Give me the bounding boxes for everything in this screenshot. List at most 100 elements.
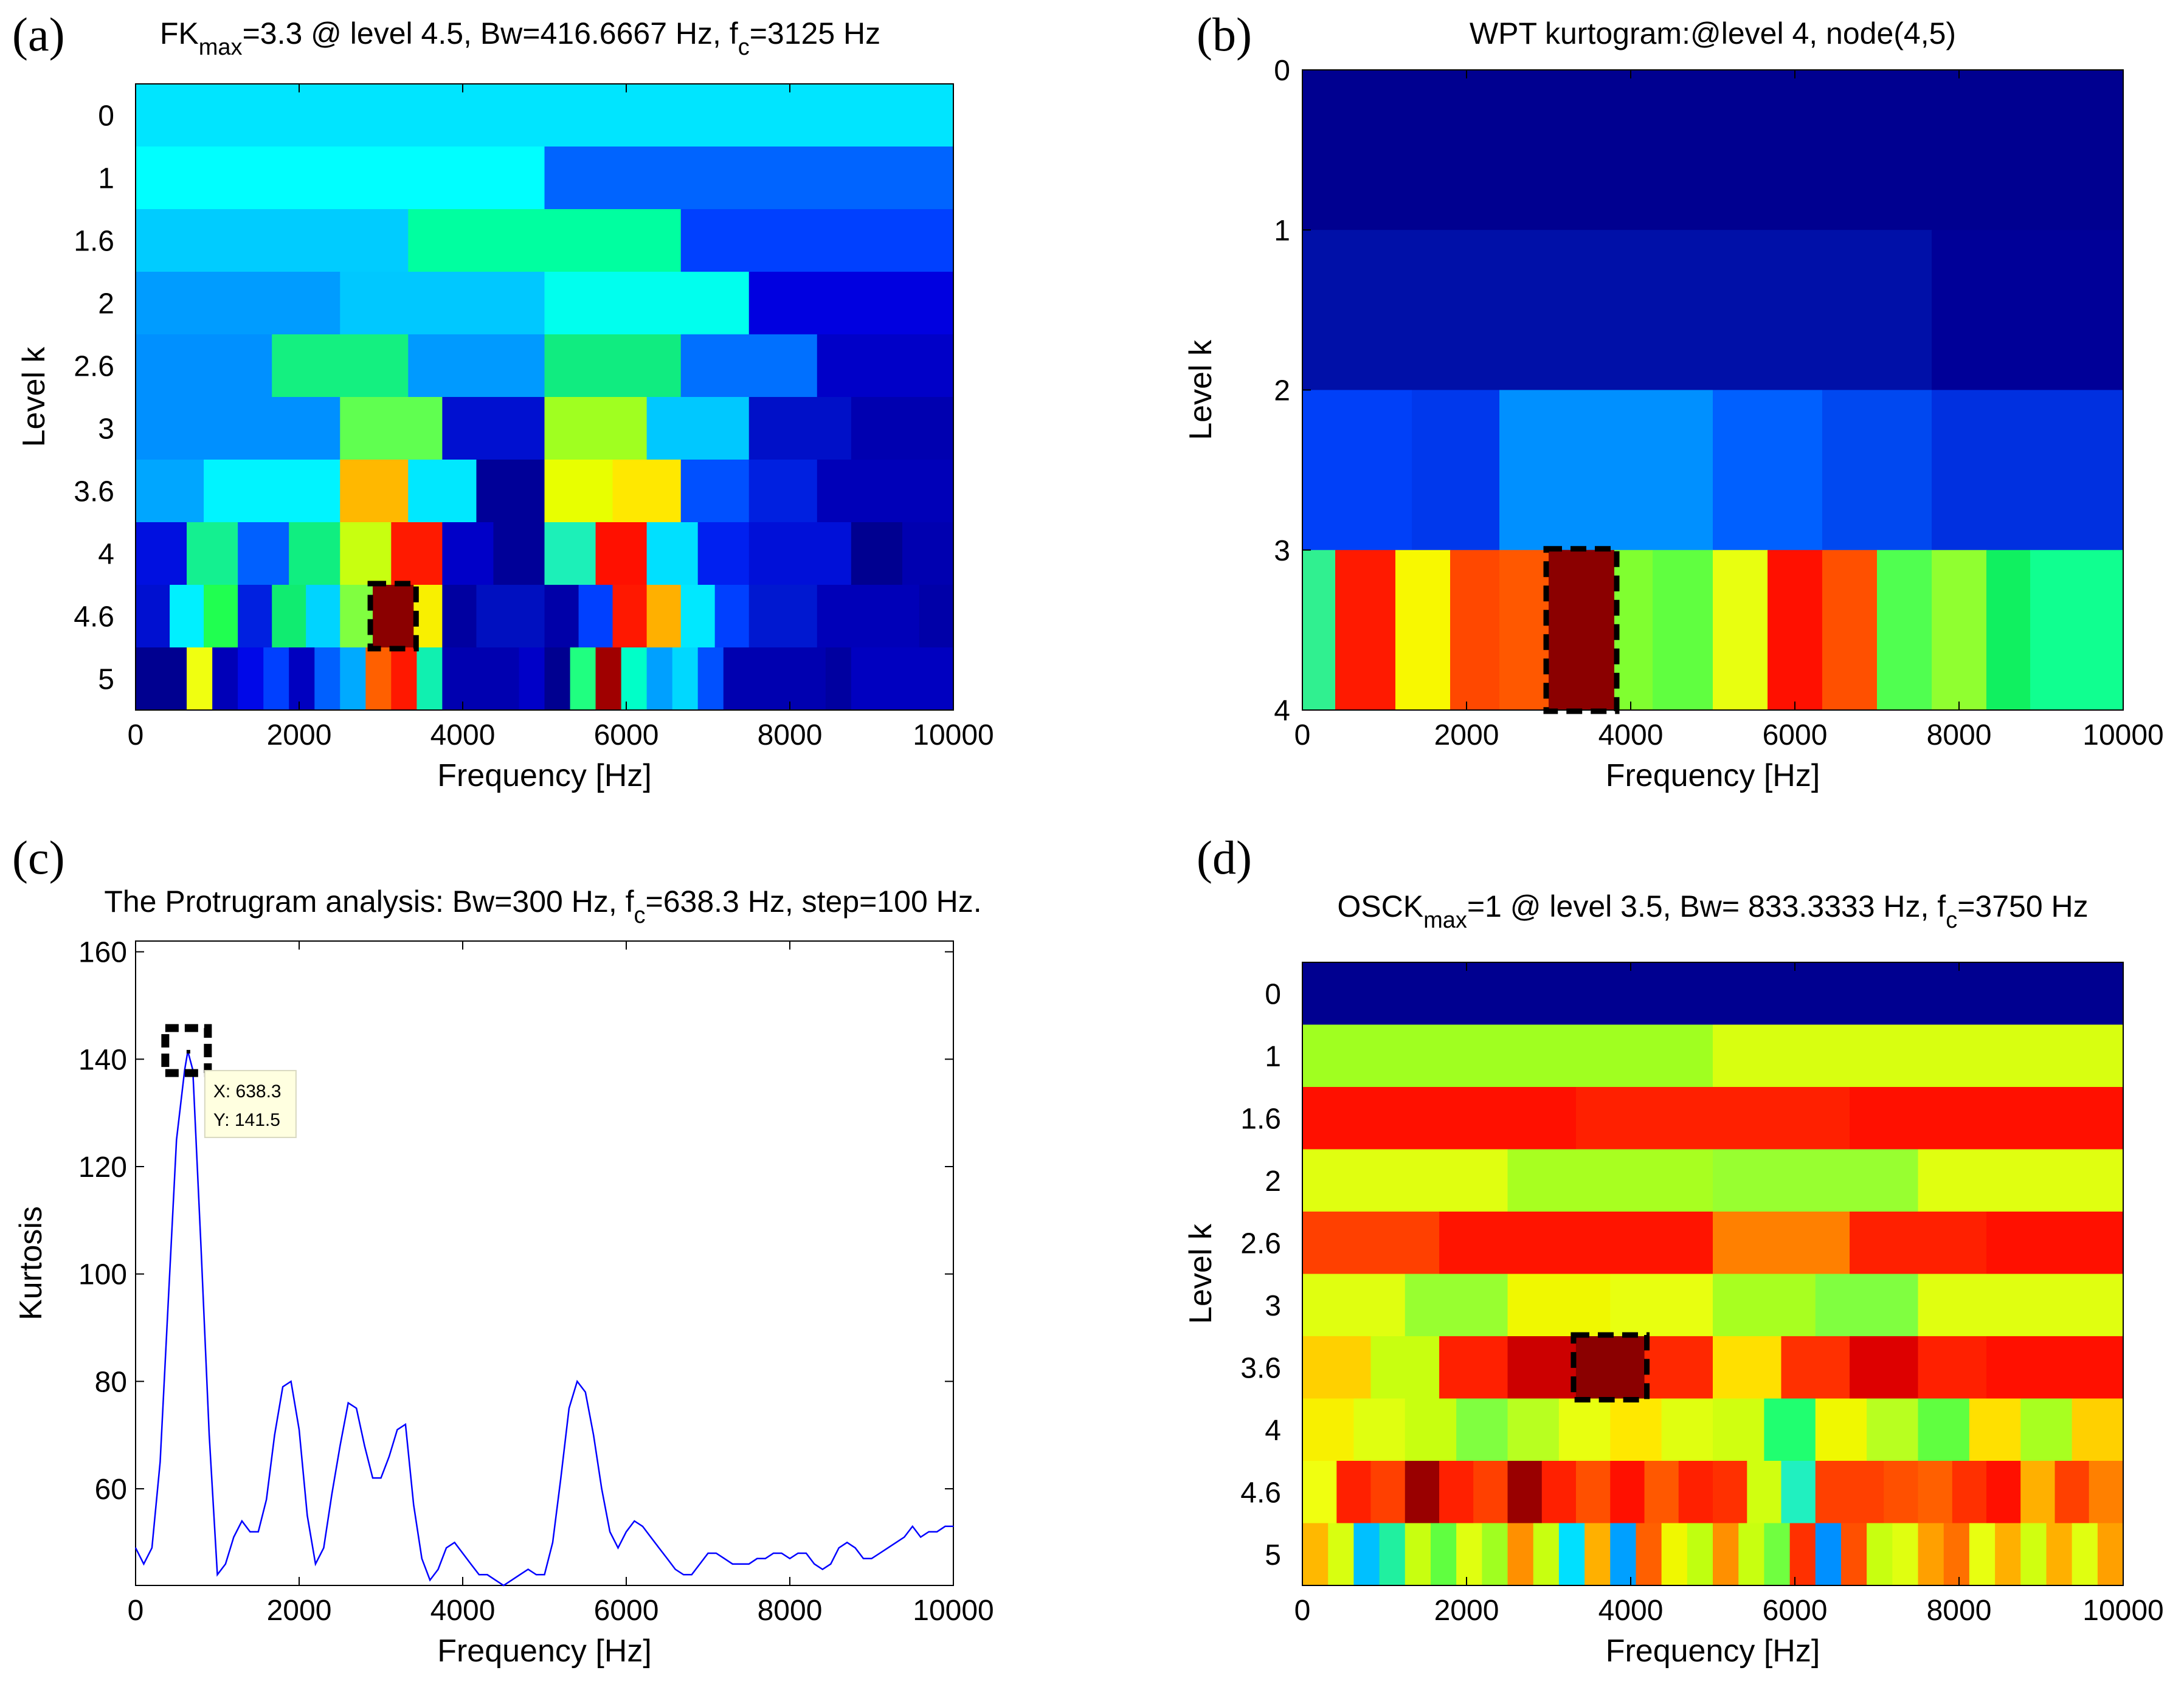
heatmap-cell [1336, 1461, 1372, 1524]
heatmap-cell [621, 647, 648, 711]
data-point [666, 1558, 668, 1559]
heatmap-cell [1507, 1149, 1713, 1212]
heatmap-cell [1439, 1212, 1713, 1275]
heatmap-cell [544, 334, 682, 398]
heatmap-cell [306, 585, 340, 648]
data-point [650, 1536, 652, 1538]
data-point [389, 1456, 390, 1457]
heatmap-cell [612, 460, 682, 523]
selection-marker [367, 581, 419, 652]
heatmap-cell [1789, 1523, 1816, 1586]
selection-marker [1543, 546, 1620, 714]
heatmap-cell [851, 647, 954, 711]
data-point [306, 1515, 308, 1516]
x-tick-label: 4000 [430, 719, 496, 751]
selection-marker [1571, 1332, 1650, 1402]
heatmap-cell [340, 397, 443, 460]
heatmap-cell [1431, 1523, 1457, 1586]
data-point [781, 1553, 783, 1554]
heatmap-cell [136, 334, 272, 398]
y-tick-label: 160 [78, 937, 127, 969]
heatmap-cell [1918, 1523, 1944, 1586]
data-point [911, 1526, 913, 1527]
heatmap-cell [1892, 1523, 1919, 1586]
heatmap-cell [1747, 1461, 1782, 1524]
heatmap-cell [340, 522, 392, 585]
x-tick-label: 10000 [2082, 1595, 2163, 1627]
heatmap-cell [1473, 1461, 1508, 1524]
heatmap-cell [1541, 1461, 1577, 1524]
data-point [257, 1531, 259, 1533]
heatmap-cell [1636, 1523, 1662, 1586]
x-tick-label: 2000 [267, 719, 332, 751]
y-tick-label: 140 [78, 1044, 127, 1076]
data-point [249, 1531, 251, 1533]
heatmap-cell [1918, 1398, 1970, 1461]
chart-title: FKmax=3.3 @ level 4.5, Bw=416.6667 Hz, f… [160, 16, 880, 60]
heatmap-cell [1558, 1523, 1585, 1586]
heatmap-cell [1302, 1212, 1440, 1275]
y-tick-label: 120 [78, 1151, 127, 1184]
data-point [266, 1499, 268, 1500]
heatmap-cell [1918, 1149, 2124, 1212]
data-point [405, 1424, 406, 1425]
data-point [773, 1553, 774, 1554]
heatmap-cell [1713, 1024, 2124, 1088]
x-tick-label: 6000 [594, 1595, 659, 1627]
data-point [364, 1445, 365, 1447]
heatmap-cell [2020, 1398, 2073, 1461]
y-tick-label: 4 [1265, 1415, 1281, 1447]
heatmap-cell [578, 585, 613, 648]
y-tick-label: 4 [1274, 695, 1290, 727]
data-point [527, 1568, 529, 1570]
heatmap-cell [1815, 1461, 1884, 1524]
panel-b: (b) WPT kurtogram:@level 4, node(4,5) 0 1 2 3… [1183, 8, 2164, 793]
heatmap-cell [1610, 1274, 1713, 1337]
y-tick-label: 3.6 [74, 476, 114, 508]
data-point [536, 1574, 537, 1576]
heatmap-cell [748, 397, 852, 460]
data-point [822, 1568, 823, 1570]
heatmap-cell [1995, 1523, 2021, 1586]
heatmap-cell [1328, 1523, 1354, 1586]
heatmap-cell [1764, 1398, 1816, 1461]
heatmap-cell [1969, 1398, 2021, 1461]
heatmap-cell [272, 585, 306, 648]
data-point [209, 1434, 210, 1436]
series-line [134, 1050, 953, 1587]
heatmap-cell [136, 522, 187, 585]
heatmap-cell [1822, 390, 1932, 551]
panel-label: (a) [12, 8, 65, 61]
x-tick-label: 0 [128, 1595, 144, 1627]
heatmap-cell [1584, 1523, 1611, 1586]
x-tick-label: 4000 [1598, 1595, 1664, 1627]
heatmap-cell [2020, 1461, 2056, 1524]
heatmap-cell [1764, 1523, 1791, 1586]
heatmap-cell [1439, 1336, 1508, 1399]
x-tick-label: 0 [1294, 1595, 1311, 1627]
heatmap-cell [748, 460, 818, 523]
heatmap-cell [493, 522, 545, 585]
heatmap-cell [136, 585, 170, 648]
heatmap-cell [340, 272, 545, 335]
data-point [806, 1553, 807, 1554]
heatmap-cell [1507, 1461, 1543, 1524]
x-tick-label: 10000 [2082, 719, 2163, 751]
heatmap-cell [1738, 1523, 1764, 1586]
heatmap-cell [1499, 550, 1549, 711]
y-tick-label: 0 [1274, 55, 1290, 87]
y-axis-label: Level k [16, 347, 52, 447]
heatmap-cell [1499, 390, 1713, 551]
panel-label: (d) [1197, 831, 1252, 884]
x-tick-label: 6000 [1763, 1595, 1828, 1627]
x-tick-label: 2000 [1434, 1595, 1499, 1627]
x-tick-label: 10000 [913, 719, 994, 751]
heatmap-cell [1713, 1461, 1747, 1524]
heatmap-cell [1986, 550, 2031, 711]
heatmap-cell [340, 647, 366, 711]
heatmap-cell [1302, 550, 1336, 711]
heatmap-cell [1302, 1024, 1713, 1088]
heatmap-cell [1302, 1336, 1372, 1399]
heatmap-cell [748, 522, 852, 585]
heatmap-cell [204, 460, 340, 523]
